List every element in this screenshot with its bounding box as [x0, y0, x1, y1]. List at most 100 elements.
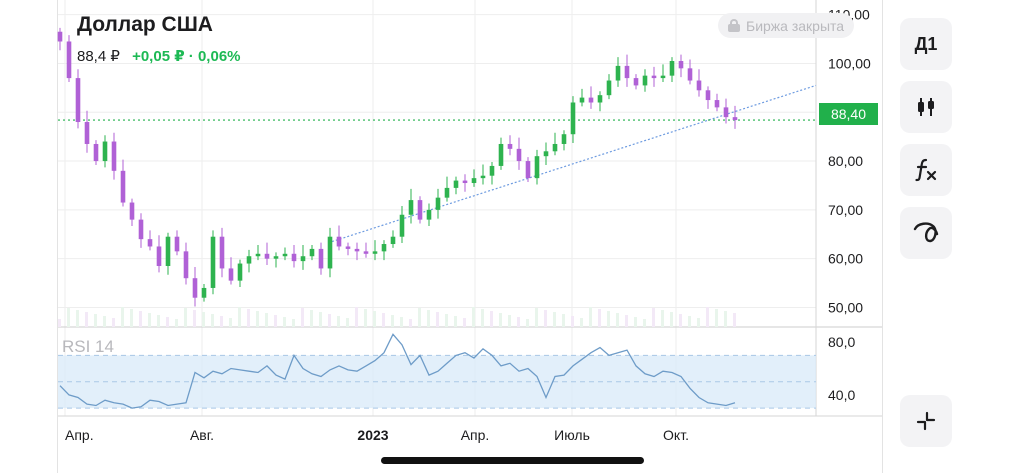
volume-bar — [103, 316, 106, 327]
candle-body — [309, 248, 315, 257]
timeframe-button[interactable]: Д1 — [900, 18, 952, 70]
volume-bar — [661, 310, 664, 327]
volume-bar — [598, 309, 601, 327]
collapse-button[interactable] — [900, 395, 952, 447]
volume-bar — [130, 309, 133, 327]
volume-bar — [337, 316, 340, 327]
candle-body — [120, 170, 126, 203]
volume-bar — [517, 317, 520, 327]
candle-body — [219, 236, 225, 269]
time-axis-tick-label: Апр. — [65, 427, 94, 443]
volume-bar — [193, 310, 196, 327]
candle-body — [642, 75, 648, 86]
candle-body — [489, 165, 495, 176]
volume-bar — [634, 317, 637, 327]
volume-bar — [211, 314, 214, 327]
indicators-button[interactable] — [900, 144, 952, 196]
candle-body — [336, 236, 342, 247]
chart-type-button[interactable] — [900, 81, 952, 133]
volume-bar — [571, 316, 574, 327]
candle-body — [507, 143, 513, 149]
candle-body — [228, 268, 234, 281]
candle-body — [705, 90, 711, 101]
candle-body — [732, 117, 738, 121]
volume-bar — [85, 312, 88, 327]
candle-body — [480, 175, 486, 179]
volume-bar — [625, 315, 628, 327]
candle-body — [363, 251, 369, 254]
volume-bar — [157, 315, 160, 327]
candle-body — [345, 246, 351, 249]
candle-body — [516, 148, 522, 162]
volume-bar — [427, 310, 430, 327]
candle-body — [462, 180, 468, 184]
candle-body — [147, 239, 153, 247]
candle-body — [300, 256, 306, 262]
candle-body — [372, 251, 378, 254]
candlestick-icon — [918, 98, 934, 116]
rsi-title: RSI 14 — [62, 337, 114, 356]
volume-bar — [148, 313, 151, 327]
volume-bar — [166, 317, 169, 327]
volume-bar — [292, 319, 295, 327]
candle-body — [282, 253, 288, 257]
candle-body — [660, 75, 666, 79]
volume-bar — [346, 318, 349, 327]
candle-body — [579, 97, 585, 103]
drawing-tools-button[interactable] — [900, 207, 952, 259]
volume-bar — [76, 310, 79, 327]
candle-body — [138, 219, 144, 240]
candle-body — [93, 143, 99, 162]
candle-body — [696, 80, 702, 91]
candle-body — [111, 141, 117, 171]
volume-bar — [454, 316, 457, 327]
candle-body — [615, 65, 621, 81]
volume-bar — [229, 318, 232, 327]
candle-body — [183, 251, 189, 279]
candle-body — [57, 31, 63, 42]
candle-body — [498, 143, 504, 166]
candle-body — [435, 197, 441, 210]
candle-body — [714, 100, 720, 108]
candle-body — [129, 202, 135, 220]
volume-bar — [706, 307, 709, 327]
volume-bar — [418, 308, 421, 327]
candle-body — [624, 65, 630, 79]
volume-bar — [301, 308, 304, 327]
volume-bar — [463, 318, 466, 327]
candle-body — [156, 246, 162, 266]
candle-body — [426, 209, 432, 220]
candle-body — [102, 141, 108, 162]
volume-bar — [400, 317, 403, 327]
volume-bar — [544, 310, 547, 327]
candle-body — [201, 287, 207, 298]
volume-bar — [112, 318, 115, 327]
time-axis-tick-label: Июль — [554, 427, 590, 443]
rsi-axis-tick-label: 80,0 — [828, 334, 855, 350]
volume-bar — [238, 307, 241, 327]
candle-body — [318, 248, 324, 269]
candle-body — [543, 151, 549, 157]
volume-bar — [481, 309, 484, 327]
candle-body — [471, 178, 477, 184]
function-icon — [915, 158, 937, 182]
exchange-status-label: Биржа закрыта — [746, 17, 845, 34]
candle-body — [453, 180, 459, 188]
home-indicator — [381, 457, 644, 464]
volume-bar — [382, 313, 385, 327]
price-axis-tick-label: 100,00 — [828, 55, 871, 71]
candle-body — [561, 134, 567, 144]
volume-bar — [670, 312, 673, 327]
instrument-title: Доллар США — [77, 13, 213, 36]
volume-bar — [265, 313, 268, 327]
candle-body — [381, 244, 387, 252]
volume-bar — [715, 309, 718, 327]
price-axis-tick-label: 80,00 — [828, 153, 863, 169]
volume-bar — [679, 314, 682, 327]
candle-body — [165, 236, 171, 266]
candle-body — [192, 278, 198, 298]
volume-bar — [319, 312, 322, 327]
volume-bar — [490, 311, 493, 327]
candle-body — [291, 253, 297, 262]
